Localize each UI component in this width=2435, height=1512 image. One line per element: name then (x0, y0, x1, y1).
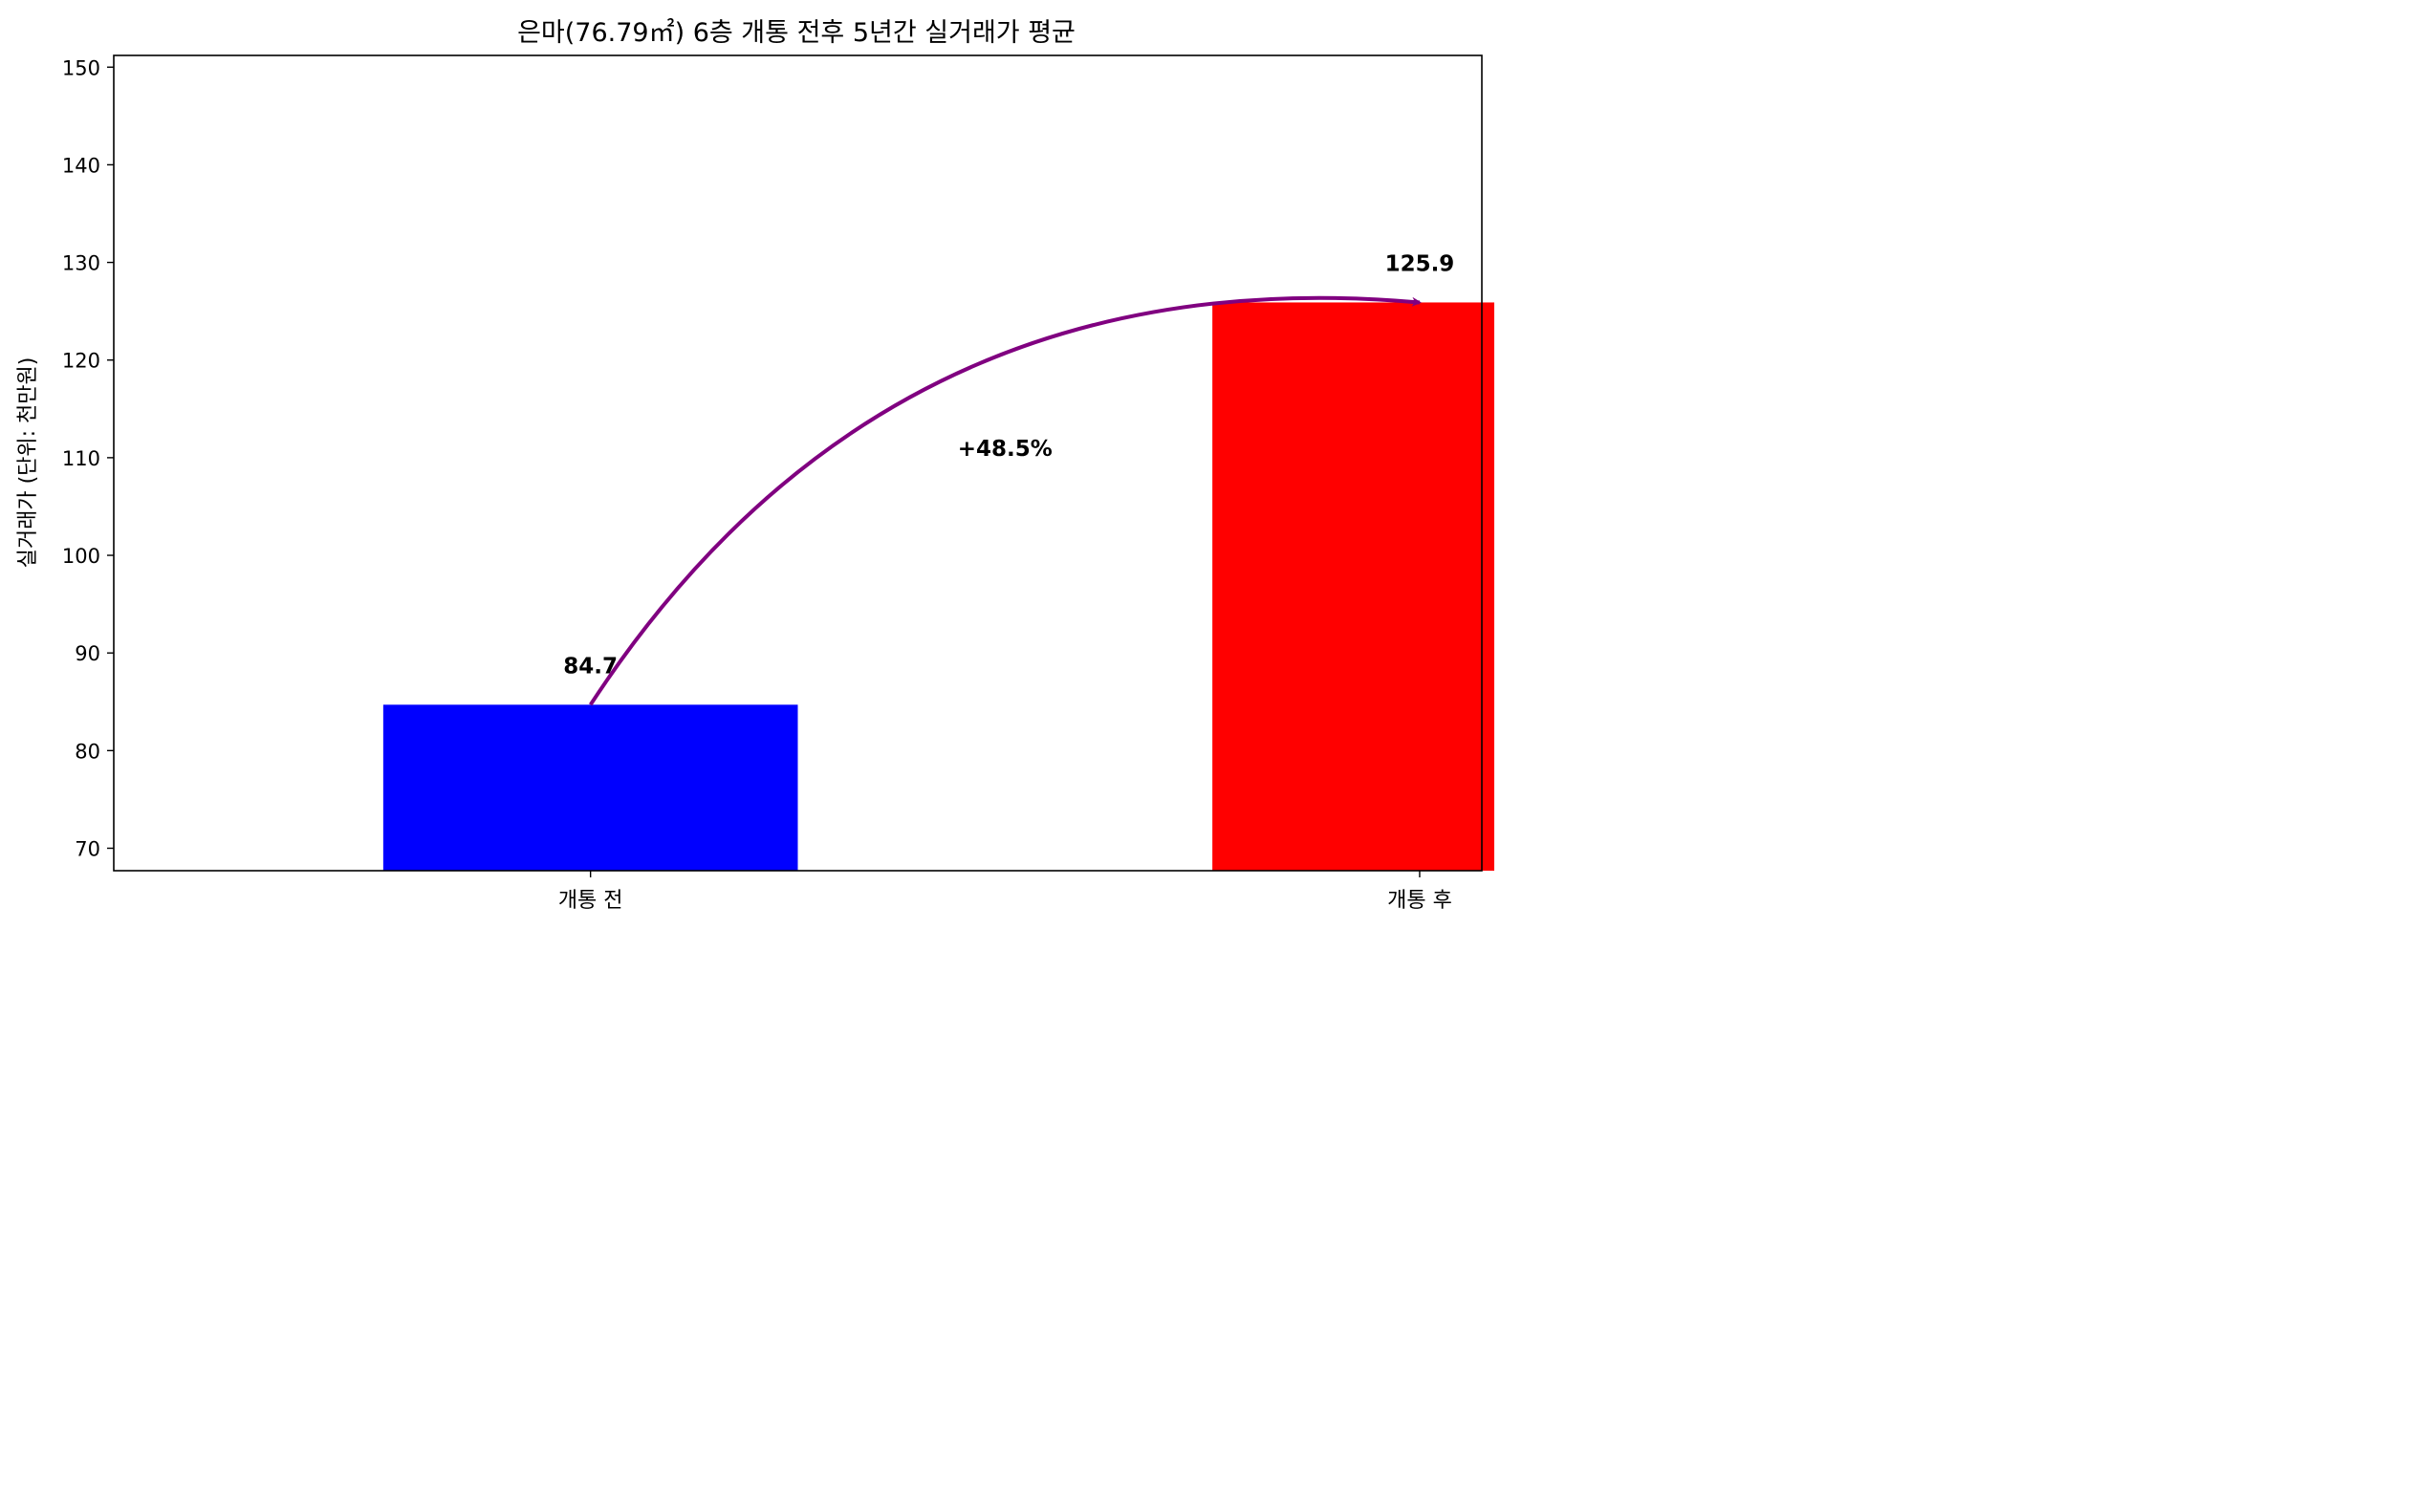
change-arrow (589, 295, 1422, 706)
y-tick-label-6: 130 (62, 252, 100, 275)
y-tick-label-7: 140 (62, 154, 100, 177)
y-tick-label-5: 120 (62, 350, 100, 373)
y-tick-label-0: 70 (75, 838, 100, 861)
y-axis-label: 실거래가 (단위: 천만원) (16, 357, 40, 569)
chart-title: 은마(76.79㎡) 6층 개통 전후 5년간 실거래가 평균 (517, 18, 1076, 48)
annotation-layer: +48.5% (589, 295, 1422, 706)
ticks-layer: 개통 전 개통 후 70 80 90 100 110 120 130 140 150 (62, 56, 1452, 913)
chart-container: 은마(76.79㎡) 6층 개통 전후 5년간 실거래가 평균 실거래가 (단위… (0, 0, 1627, 928)
bar-0 (382, 704, 798, 871)
y-tick-label-1: 80 (75, 740, 100, 763)
y-tick-label-4: 110 (62, 447, 100, 470)
y-tick-label-3: 100 (62, 545, 100, 568)
bar-value-label-1: 125.9 (1385, 251, 1455, 276)
x-tick-label-1: 개통 후 (1387, 889, 1452, 913)
x-tick-label-0: 개통 전 (558, 889, 623, 913)
y-tick-label-8: 150 (62, 56, 100, 79)
y-tick-label-2: 90 (75, 642, 100, 665)
change-percentage-label: +48.5% (958, 437, 1053, 462)
plot-frame (113, 54, 1483, 872)
bar-1 (1212, 302, 1627, 872)
bar-chart: 은마(76.79㎡) 6층 개통 전후 5년간 실거래가 평균 실거래가 (단위… (0, 0, 1627, 928)
